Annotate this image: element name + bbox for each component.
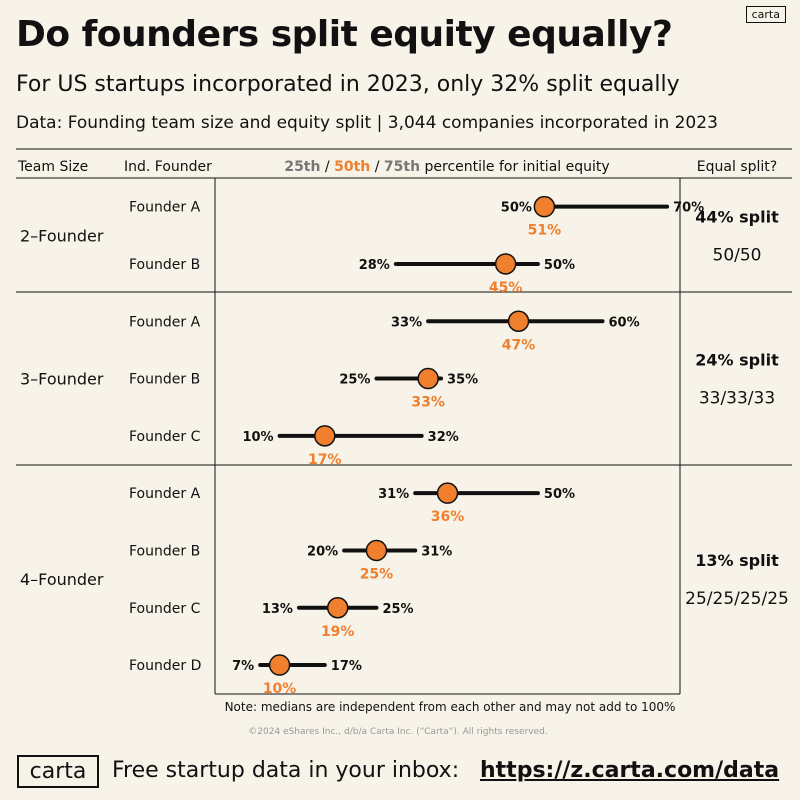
p50-label: 47% (502, 337, 536, 353)
founder-label: Founder C (129, 601, 201, 617)
team-size-label: 3–Founder (20, 370, 104, 389)
median-dot (365, 539, 388, 562)
median-dot (268, 654, 291, 676)
equal-split-percent: 44% split (695, 207, 779, 226)
header-p50: 50th (334, 159, 370, 175)
data-source: Data: Founding team size and equity spli… (16, 113, 718, 133)
equity-range-chart: Team Size Ind. Founder 25th / 50th / 75t… (16, 148, 792, 737)
team-size-label: 4–Founder (20, 570, 104, 589)
founder-label: Founder A (129, 314, 201, 330)
founder-label: Founder A (129, 486, 201, 502)
header-sep-1: / (320, 159, 334, 175)
page-subtitle: For US startups incorporated in 2023, on… (16, 72, 680, 97)
median-dot (326, 597, 349, 619)
p50-label: 51% (528, 223, 562, 239)
footer-cta: Free startup data in your inbox: (112, 758, 460, 783)
p75-label: 31% (421, 544, 452, 559)
p25-label: 20% (307, 544, 338, 559)
p75-label: 35% (447, 373, 478, 388)
header-percentile-text: percentile for initial equity (420, 159, 610, 175)
median-dot (314, 425, 336, 447)
founder-groups: 2–Founder 44% split 50/50 Founder A 50% 70% 51… (20, 195, 789, 697)
header-p75: 75th (384, 159, 420, 175)
p25-label: 13% (262, 602, 293, 617)
p75-label: 60% (609, 315, 640, 330)
median-dot (417, 367, 439, 390)
p50-label: 45% (489, 280, 523, 296)
p50-label: 33% (411, 395, 445, 411)
page-title: Do founders split equity equally? (16, 14, 673, 55)
note-text: Note: medians are independent from each … (225, 700, 676, 714)
p50-label: 19% (321, 624, 355, 640)
equal-split-percent: 13% split (695, 551, 779, 570)
p25-label: 31% (378, 487, 409, 502)
footer-carta-logo: carta (17, 755, 99, 788)
header-percentiles: 25th / 50th / 75th percentile for initia… (284, 159, 609, 175)
equal-split-ratio: 50/50 (713, 245, 762, 265)
equal-split-percent: 24% split (695, 351, 779, 370)
founder-label: Founder C (129, 429, 201, 445)
founder-label: Founder B (129, 372, 200, 388)
p25-label: 28% (359, 258, 390, 273)
p50-label: 36% (431, 509, 465, 525)
p75-label: 17% (331, 659, 362, 674)
p25-label: 7% (232, 659, 254, 674)
footer-data-link[interactable]: https://z.carta.com/data (480, 758, 780, 783)
header-p25: 25th (284, 159, 320, 175)
median-dot (436, 482, 459, 504)
p25-label: 50% (501, 201, 532, 216)
header-team-size: Team Size (17, 159, 88, 175)
median-dot (494, 253, 517, 275)
p50-label: 17% (308, 452, 342, 468)
team-size-label: 2–Founder (20, 226, 104, 245)
header-sep-2: / (370, 159, 384, 175)
equal-split-ratio: 33/33/33 (699, 389, 775, 409)
carta-logo: carta (745, 6, 786, 23)
p25-label: 10% (242, 430, 273, 445)
p75-label: 70% (673, 201, 704, 216)
p25-label: 33% (391, 315, 422, 330)
p50-label: 10% (263, 681, 297, 697)
median-dot (533, 195, 556, 218)
header-founder: Ind. Founder (124, 159, 212, 175)
p75-label: 32% (428, 430, 459, 445)
median-dot (507, 310, 530, 332)
equal-split-ratio: 25/25/25/25 (685, 589, 789, 609)
table-grid (16, 148, 792, 695)
header-equal-split: Equal split? (697, 159, 777, 175)
founder-label: Founder B (129, 543, 200, 559)
founder-label: Founder B (129, 257, 200, 273)
founder-label: Founder A (129, 200, 201, 216)
copyright-text: ©2024 eShares Inc., d/b/a Carta Inc. (“C… (248, 727, 547, 737)
p25-label: 25% (339, 373, 370, 388)
p75-label: 50% (544, 487, 575, 502)
p75-label: 50% (544, 258, 575, 273)
founder-label: Founder D (129, 658, 201, 674)
p50-label: 25% (360, 566, 394, 582)
p75-label: 25% (382, 602, 413, 617)
